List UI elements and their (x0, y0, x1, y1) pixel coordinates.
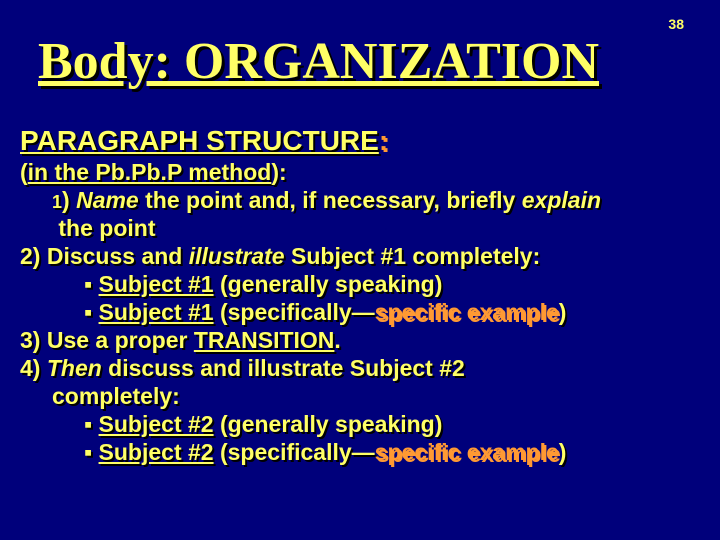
body-line: completely:completely: (52, 382, 704, 410)
slide: 38 Body: ORGANIZATION Body: ORGANIZATION… (0, 0, 720, 540)
heading-text: PARAGRAPH STRUCTURE: (20, 124, 388, 158)
content-body: PARAGRAPH STRUCTURE: PARAGRAPH STRUCTURE… (16, 124, 704, 466)
line-text: the point (52, 214, 155, 242)
line-text: ▪ Subject #1 (specifically—specific exam… (84, 298, 566, 326)
line-text: 4) Then discuss and illustrate Subject #… (20, 354, 465, 382)
body-line: ▪ Subject #1 (generally speaking)▪ Subje… (84, 270, 704, 298)
section-heading: PARAGRAPH STRUCTURE: PARAGRAPH STRUCTURE… (20, 124, 704, 158)
line-text: ▪ Subject #1 (generally speaking) (84, 270, 442, 298)
body-lines: 1) Name the point and, if necessary, bri… (20, 186, 704, 466)
line-text: completely: (52, 382, 180, 410)
body-line: ▪ Subject #1 (specifically—specific exam… (84, 298, 704, 326)
slide-title: Body: ORGANIZATION Body: ORGANIZATION (38, 32, 704, 102)
body-line: 4) Then discuss and illustrate Subject #… (20, 354, 704, 382)
line-text: ▪ Subject #2 (specifically—specific exam… (84, 438, 566, 466)
body-line: ▪ Subject #2 (specifically—specific exam… (84, 438, 704, 466)
body-line: 2) Discuss and illustrate Subject #1 com… (20, 242, 704, 270)
body-line: 1) Name the point and, if necessary, bri… (52, 186, 704, 214)
line-text: 1) Name the point and, if necessary, bri… (52, 186, 601, 214)
page-number: 38 (668, 16, 684, 32)
line-text: 3) Use a proper TRANSITION. (20, 326, 341, 354)
line-text: ▪ Subject #2 (generally speaking) (84, 410, 442, 438)
method-line: (in the Pb.Pb.P method): (in the Pb.Pb.P… (20, 158, 704, 186)
body-line: ▪ Subject #2 (generally speaking)▪ Subje… (84, 410, 704, 438)
line-text: 2) Discuss and illustrate Subject #1 com… (20, 242, 540, 270)
title-text: Body: ORGANIZATION (38, 32, 599, 91)
body-line: 3) Use a proper TRANSITION.3) Use a prop… (20, 326, 704, 354)
method-text: (in the Pb.Pb.P method): (20, 158, 287, 186)
body-line: the point the point (52, 214, 704, 242)
